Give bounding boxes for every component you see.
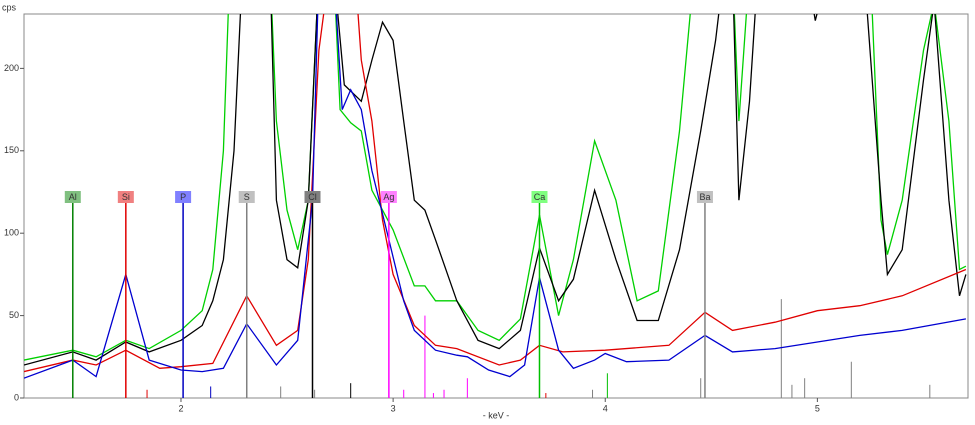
y-tick-label: 150: [4, 145, 19, 155]
x-tick-label: 5: [815, 403, 820, 413]
element-label-box: [175, 191, 192, 203]
x-axis-label: - keV -: [483, 410, 510, 420]
element-label: Ba: [699, 192, 710, 202]
element-label-box: [531, 191, 548, 203]
element-label-box: [238, 191, 255, 203]
y-tick-label: 0: [14, 392, 19, 402]
x-tick-label: 3: [391, 403, 396, 413]
element-label-box: [64, 191, 81, 203]
y-axis-label: cps: [2, 2, 17, 12]
element-label: Si: [122, 192, 130, 202]
y-tick-label: 50: [9, 310, 19, 320]
x-tick-label: 2: [178, 403, 183, 413]
element-label-box: [696, 191, 713, 203]
element-label: Ca: [534, 192, 546, 202]
element-label-box: [117, 191, 134, 203]
x-tick-label: 4: [603, 403, 608, 413]
element-label: Cl: [308, 192, 317, 202]
plot-frame: [23, 13, 969, 399]
element-label: Al: [69, 192, 77, 202]
element-label: P: [180, 192, 186, 202]
plot-area: [24, 14, 967, 398]
element-label: Ag: [383, 192, 394, 202]
element-label: S: [244, 192, 250, 202]
spectrum-line: [24, 14, 967, 379]
element-label-box: [304, 191, 321, 203]
spectrum-line: [24, 14, 967, 361]
y-tick-label: 200: [4, 63, 19, 73]
spectrum-line: [24, 14, 967, 373]
y-tick-label: 100: [4, 228, 19, 238]
spectrum-line: [24, 14, 967, 366]
element-label-box: [380, 191, 397, 203]
